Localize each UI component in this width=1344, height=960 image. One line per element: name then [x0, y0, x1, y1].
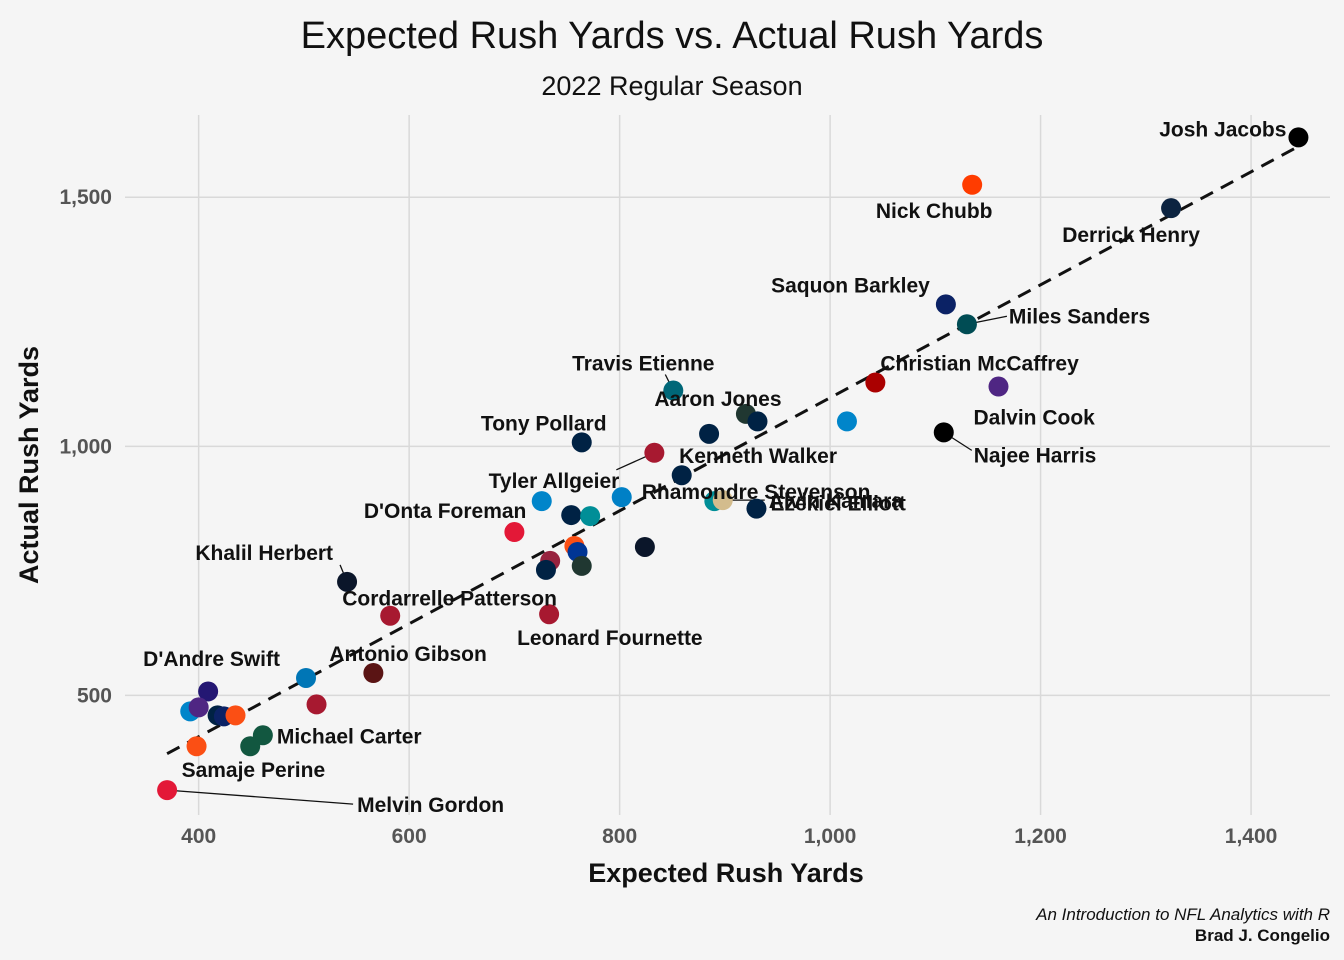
point-label: Josh Jacobs — [1159, 118, 1286, 141]
data-point — [712, 490, 733, 511]
point-label: Aaron Jones — [654, 388, 781, 411]
point-label: Najee Harris — [974, 444, 1097, 467]
data-point — [644, 442, 665, 463]
point-label: Tony Pollard — [481, 412, 607, 435]
data-point — [634, 536, 655, 557]
point-label: Ezekiel Elliott — [770, 493, 905, 516]
point-label: Tyler Allgeier — [489, 470, 620, 493]
trend-line — [166, 145, 1300, 756]
caption-book-title: An Introduction to NFL Analytics with R — [1035, 905, 1330, 924]
x-axis-title: Expected Rush Yards — [588, 858, 864, 888]
data-point — [747, 411, 768, 432]
data-point — [988, 376, 1009, 397]
point-label: Alvin Kamara — [769, 490, 904, 513]
data-point — [296, 667, 317, 688]
data-point — [746, 498, 767, 519]
data-point — [571, 432, 592, 453]
data-point — [580, 506, 601, 527]
point-label: Leonard Fournette — [517, 627, 703, 650]
data-points — [157, 127, 1309, 801]
data-point — [571, 555, 592, 576]
data-point — [865, 372, 886, 393]
point-label: Christian McCaffrey — [880, 353, 1079, 376]
data-point — [836, 411, 857, 432]
x-tick-label: 1,000 — [804, 825, 857, 848]
point-label: Kenneth Walker — [679, 445, 837, 468]
data-point — [363, 663, 384, 684]
point-label: Miles Sanders — [1009, 305, 1150, 328]
caption-author: Brad J. Congelio — [1195, 926, 1330, 945]
point-label: D'Andre Swift — [143, 648, 280, 671]
data-point — [225, 705, 246, 726]
point-label: Nick Chubb — [876, 200, 993, 223]
data-point — [699, 423, 720, 444]
x-tick-label: 1,200 — [1014, 825, 1067, 848]
point-label: Khalil Herbert — [195, 542, 333, 565]
point-label: Rhamondre Stevenson — [642, 481, 871, 504]
y-tick-label: 1,500 — [59, 186, 112, 209]
data-point — [962, 174, 983, 195]
point-label: Cordarrelle Patterson — [342, 588, 557, 611]
point-label: D'Onta Foreman — [364, 500, 527, 523]
y-axis-title: Actual Rush Yards — [14, 346, 44, 584]
chart-subtitle: 2022 Regular Season — [541, 71, 802, 101]
x-tick-label: 400 — [181, 825, 216, 848]
x-axis-ticks: 400 600 800 1,000 1,200 1,400 — [181, 825, 1277, 848]
label-leader — [167, 789, 354, 805]
gridlines — [125, 115, 1330, 815]
data-point — [337, 571, 358, 592]
point-label: Michael Carter — [277, 725, 422, 748]
data-point — [186, 736, 207, 757]
point-label: Derrick Henry — [1062, 224, 1200, 247]
data-point — [561, 505, 582, 526]
y-tick-label: 1,000 — [59, 435, 112, 458]
data-point — [306, 694, 327, 715]
point-label: Travis Etienne — [572, 353, 714, 376]
point-label: Melvin Gordon — [357, 794, 504, 817]
data-point — [539, 604, 560, 625]
point-labels: Josh Jacobs Nick Chubb Derrick Henry Saquon… — [143, 118, 1286, 817]
data-point — [504, 522, 525, 543]
data-point — [380, 605, 401, 626]
data-point — [535, 559, 556, 580]
data-point — [157, 780, 178, 801]
x-tick-label: 1,400 — [1225, 825, 1278, 848]
point-label: Samaje Perine — [182, 759, 326, 782]
point-label: Saquon Barkley — [771, 274, 930, 297]
data-point — [531, 491, 552, 512]
data-point — [663, 380, 684, 401]
point-label: Antonio Gibson — [329, 643, 486, 666]
data-point — [1288, 127, 1309, 148]
chart-title: Expected Rush Yards vs. Actual Rush Yard… — [301, 15, 1044, 57]
data-point — [933, 422, 954, 443]
data-point — [1161, 198, 1182, 219]
data-point — [611, 487, 632, 508]
data-point — [240, 736, 261, 757]
point-label: Dalvin Cook — [973, 407, 1095, 430]
x-tick-label: 600 — [392, 825, 427, 848]
y-axis-ticks: 500 1,000 1,500 — [59, 186, 112, 707]
data-point — [956, 314, 977, 335]
data-point — [198, 681, 219, 702]
x-tick-label: 800 — [602, 825, 637, 848]
data-point — [188, 697, 209, 718]
data-point — [671, 465, 692, 486]
data-point — [935, 294, 956, 315]
y-tick-label: 500 — [77, 684, 112, 707]
